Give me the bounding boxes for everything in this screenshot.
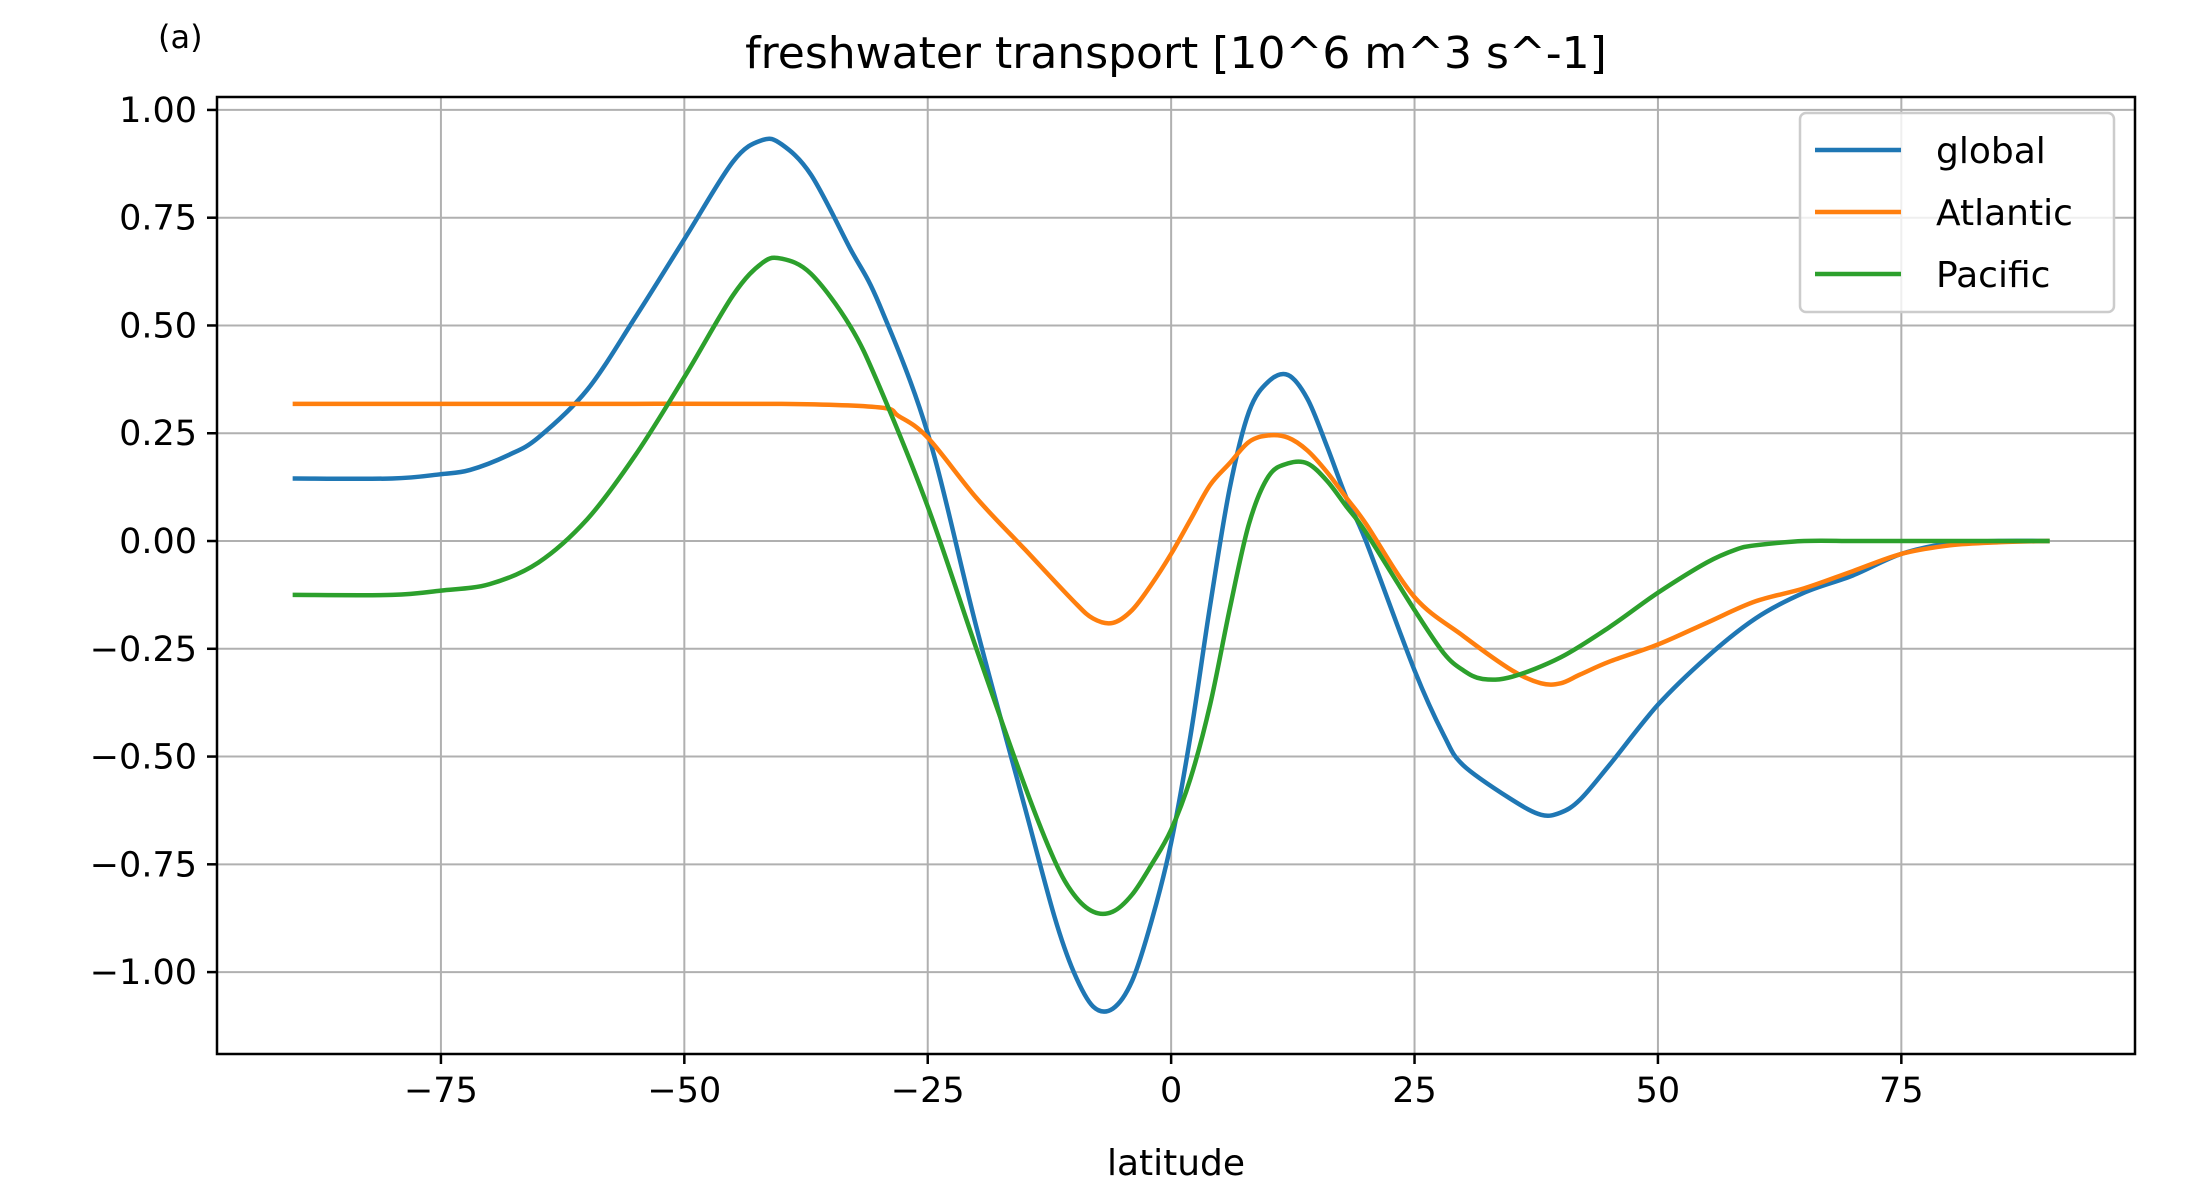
x-tick-label: 75 [1879, 1071, 1924, 1111]
y-axis: 1.00 0.75 0.50 0.25 0.00 −0.25 −0.50 −0.75 −1.00 [90, 91, 217, 993]
y-tick-label: 1.00 [119, 91, 197, 131]
x-tick-label: 0 [1160, 1071, 1182, 1111]
x-tick-label: 25 [1392, 1071, 1437, 1111]
legend-box [1798, 111, 2116, 314]
grid [217, 97, 2135, 1054]
series-line-atlantic [292, 401, 2050, 687]
legend: global Atlantic Pacific [1798, 111, 2116, 314]
y-tick-label: −0.50 [90, 738, 197, 778]
series-lines [292, 136, 2050, 1014]
y-tick-label: 0.00 [119, 522, 197, 562]
x-axis: −75 −50 −25 0 25 50 75 [404, 1054, 1924, 1111]
y-tick-label: −0.75 [90, 845, 197, 885]
plot-frame [215, 95, 2137, 1056]
x-tick-label: −50 [647, 1071, 721, 1111]
y-tick-label: −1.00 [90, 953, 197, 993]
legend-label-pacific: Pacific [1936, 255, 2050, 296]
series-line-pacific [292, 255, 2050, 917]
legend-label-global: global [1936, 131, 2046, 172]
x-tick-label: −25 [891, 1071, 965, 1111]
panel-label: (a) [158, 18, 203, 56]
y-tick-label: −0.25 [90, 630, 197, 670]
x-axis-label: latitude [1107, 1143, 1245, 1181]
x-tick-label: 50 [1636, 1071, 1681, 1111]
series-line-global [292, 136, 2050, 1014]
y-tick-label: 0.50 [119, 306, 197, 346]
y-tick-label: 0.75 [119, 199, 197, 239]
chart-title: freshwater transport [10^6 m^3 s^-1] [745, 28, 1607, 79]
x-tick-label: −75 [404, 1071, 478, 1111]
legend-label-atlantic: Atlantic [1936, 193, 2073, 234]
y-tick-label: 0.25 [119, 414, 197, 454]
